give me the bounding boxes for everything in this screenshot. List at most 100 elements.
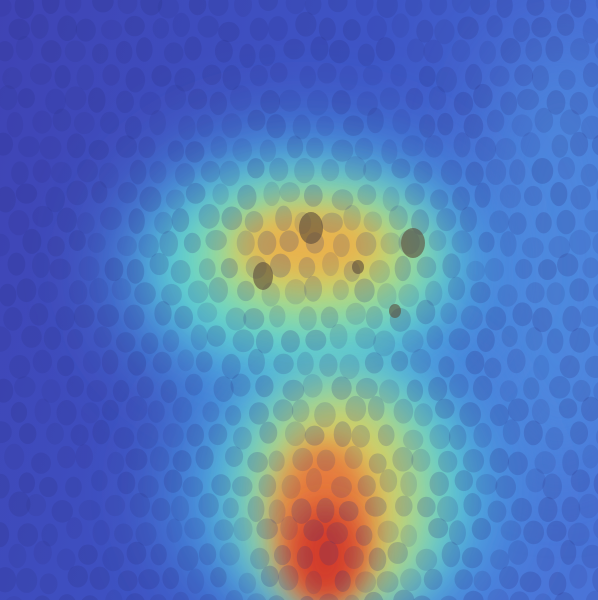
cell xyxy=(202,64,222,86)
cell xyxy=(115,135,138,158)
cell xyxy=(200,160,221,183)
cell xyxy=(489,210,510,234)
cell xyxy=(523,420,543,446)
cell xyxy=(188,0,207,16)
cell xyxy=(410,348,431,374)
cell xyxy=(366,107,384,134)
cell xyxy=(465,161,484,186)
cell xyxy=(593,283,598,301)
cell xyxy=(448,424,467,450)
cell xyxy=(592,232,598,254)
cell xyxy=(435,398,455,419)
cell xyxy=(149,110,166,136)
cell xyxy=(56,207,77,233)
cell xyxy=(355,571,377,593)
cell xyxy=(225,446,244,467)
cell xyxy=(429,0,448,16)
cell xyxy=(263,181,281,207)
cell xyxy=(269,305,286,328)
cell xyxy=(14,0,35,19)
cell xyxy=(136,376,154,399)
cell xyxy=(339,354,360,380)
cell xyxy=(272,399,294,422)
cell xyxy=(475,136,497,162)
cell xyxy=(87,232,106,253)
cell xyxy=(18,136,40,158)
cell xyxy=(2,67,23,89)
cell xyxy=(406,38,425,63)
cell xyxy=(75,444,93,469)
cell xyxy=(172,12,191,38)
cell xyxy=(394,255,411,282)
cell xyxy=(225,307,247,331)
cell xyxy=(478,231,495,253)
cell xyxy=(557,253,579,277)
cell xyxy=(426,325,444,350)
cell xyxy=(212,183,229,205)
cell xyxy=(116,90,134,114)
cell xyxy=(0,233,10,257)
cell xyxy=(3,307,23,331)
cell xyxy=(489,65,510,87)
cell xyxy=(184,517,206,540)
cell xyxy=(339,65,358,91)
cell xyxy=(126,258,145,284)
cell xyxy=(507,451,528,476)
cell xyxy=(138,136,156,159)
cell xyxy=(38,281,58,303)
cell xyxy=(582,257,598,279)
cell xyxy=(473,83,493,109)
cell xyxy=(278,89,301,112)
cell xyxy=(416,256,437,279)
cell xyxy=(162,567,180,590)
cell xyxy=(88,139,109,160)
cell xyxy=(373,330,396,357)
cell xyxy=(304,0,322,15)
cell xyxy=(237,280,255,302)
cell xyxy=(43,326,62,350)
cell xyxy=(280,330,300,353)
cell xyxy=(525,282,545,304)
cell xyxy=(395,495,413,517)
cell xyxy=(404,183,425,206)
cell xyxy=(500,37,521,64)
cell xyxy=(570,185,591,210)
cell xyxy=(534,593,552,600)
cell xyxy=(249,64,268,87)
cell xyxy=(453,132,471,158)
cell xyxy=(161,283,182,306)
cell xyxy=(117,471,136,495)
cell xyxy=(135,522,157,546)
cell xyxy=(247,593,267,600)
cell xyxy=(546,282,565,306)
cell xyxy=(459,206,477,232)
cell xyxy=(26,493,47,517)
dark-spots xyxy=(253,212,425,318)
cell xyxy=(140,0,163,16)
cell xyxy=(66,375,84,398)
cell xyxy=(326,522,348,545)
cell xyxy=(0,41,14,62)
cell xyxy=(463,493,482,517)
cell xyxy=(525,327,543,351)
cell xyxy=(208,423,228,446)
cell xyxy=(507,348,526,374)
cell xyxy=(57,15,77,41)
cell xyxy=(500,91,518,116)
cell xyxy=(172,450,192,472)
cell xyxy=(495,138,517,161)
cell xyxy=(357,43,375,67)
cell xyxy=(222,65,241,91)
cell xyxy=(150,543,167,566)
cell xyxy=(115,332,136,353)
cell xyxy=(523,520,545,545)
cell xyxy=(162,329,180,353)
cell xyxy=(127,351,147,376)
cell xyxy=(567,522,590,547)
cell xyxy=(234,0,252,17)
cell xyxy=(211,474,231,496)
cell xyxy=(67,565,88,588)
cell xyxy=(489,447,509,473)
cell xyxy=(278,565,299,591)
cell xyxy=(33,540,52,565)
